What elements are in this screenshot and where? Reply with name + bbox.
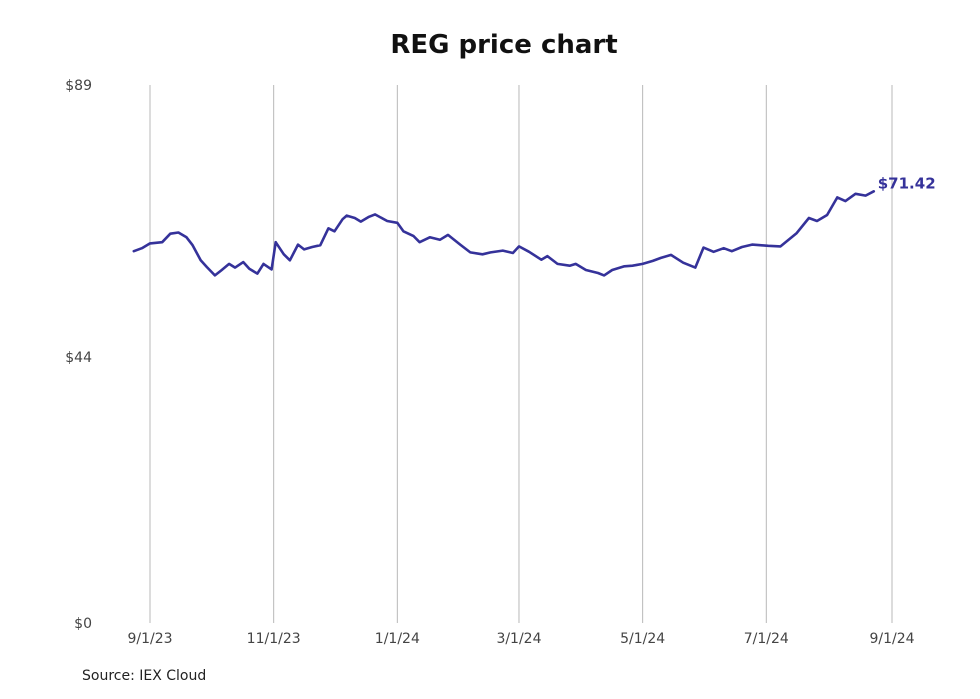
source-note: Source: IEX Cloud (82, 668, 207, 684)
x-tick-label: 9/1/24 (869, 631, 914, 647)
y-tick-label: $89 (65, 78, 92, 94)
x-tick-label: 3/1/24 (496, 631, 541, 647)
price-series-line (132, 190, 876, 277)
chart-title: REG price chart (390, 30, 618, 60)
x-tick-label: 9/1/23 (127, 631, 172, 647)
x-tick-label: 7/1/24 (744, 631, 789, 647)
last-value-label: $71.42 (878, 174, 936, 192)
x-tick-label: 5/1/24 (620, 631, 665, 647)
y-tick-label: $44 (65, 350, 92, 366)
y-axis-tick-labels: $0 $44 $89 (65, 78, 92, 632)
x-tick-label: 1/1/24 (375, 631, 420, 647)
y-tick-label: $0 (74, 616, 92, 632)
vertical-gridlines (149, 85, 893, 623)
x-axis-tick-labels: 9/1/23 11/1/23 1/1/24 3/1/24 5/1/24 7/1/24 9/1… (127, 631, 914, 647)
x-tick-label: 11/1/23 (247, 631, 301, 647)
